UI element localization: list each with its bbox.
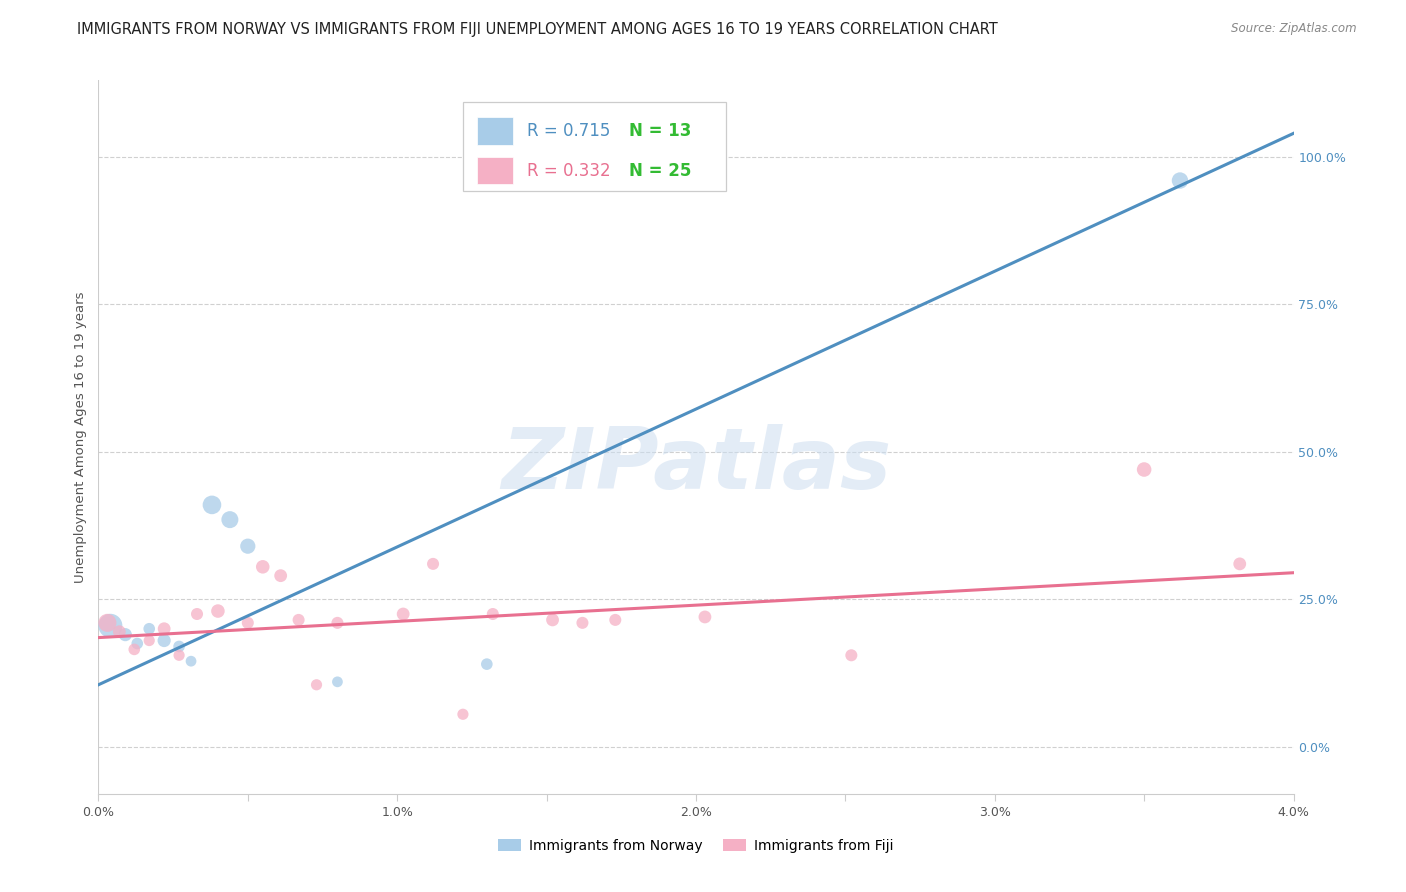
Point [326,615,349,630]
Point [98,619,122,633]
Point [326,674,349,689]
Y-axis label: Unemployment Among Ages 16 to 19 years: Unemployment Among Ages 16 to 19 years [75,292,87,582]
Text: N = 13: N = 13 [628,122,692,140]
Point [422,557,444,571]
Text: IMMIGRANTS FROM NORWAY VS IMMIGRANTS FROM FIJI UNEMPLOYMENT AMONG AGES 16 TO 19 : IMMIGRANTS FROM NORWAY VS IMMIGRANTS FRO… [77,22,998,37]
Text: R = 0.715: R = 0.715 [527,122,610,140]
Text: R = 0.332: R = 0.332 [527,162,612,180]
Point [207,604,229,618]
Point [153,633,176,648]
FancyBboxPatch shape [477,157,513,185]
Text: N = 25: N = 25 [628,162,692,180]
Point [1133,462,1156,476]
Point [693,610,716,624]
Legend: Immigrants from Norway, Immigrants from Fiji: Immigrants from Norway, Immigrants from … [494,833,898,858]
Point [541,613,564,627]
Point [270,568,292,582]
Point [841,648,863,663]
Point [180,654,202,668]
FancyBboxPatch shape [477,118,513,145]
Text: ZIPatlas: ZIPatlas [501,424,891,508]
Point [252,559,274,574]
Point [108,624,131,639]
Point [287,613,309,627]
Point [1168,173,1191,187]
FancyBboxPatch shape [463,102,725,191]
Point [1229,557,1251,571]
Point [305,678,328,692]
Point [201,498,224,512]
Point [127,636,149,650]
Point [475,657,498,672]
Point [138,633,160,648]
Point [167,640,190,654]
Point [392,607,415,621]
Point [236,539,259,553]
Point [605,613,627,627]
Point [138,622,160,636]
Point [481,607,505,621]
Point [571,615,593,630]
Text: Source: ZipAtlas.com: Source: ZipAtlas.com [1232,22,1357,36]
Point [114,627,136,641]
Point [186,607,208,621]
Point [236,615,259,630]
Point [124,642,146,657]
Point [167,648,190,663]
Point [451,707,474,722]
Point [96,615,118,630]
Point [219,513,242,527]
Point [153,622,176,636]
